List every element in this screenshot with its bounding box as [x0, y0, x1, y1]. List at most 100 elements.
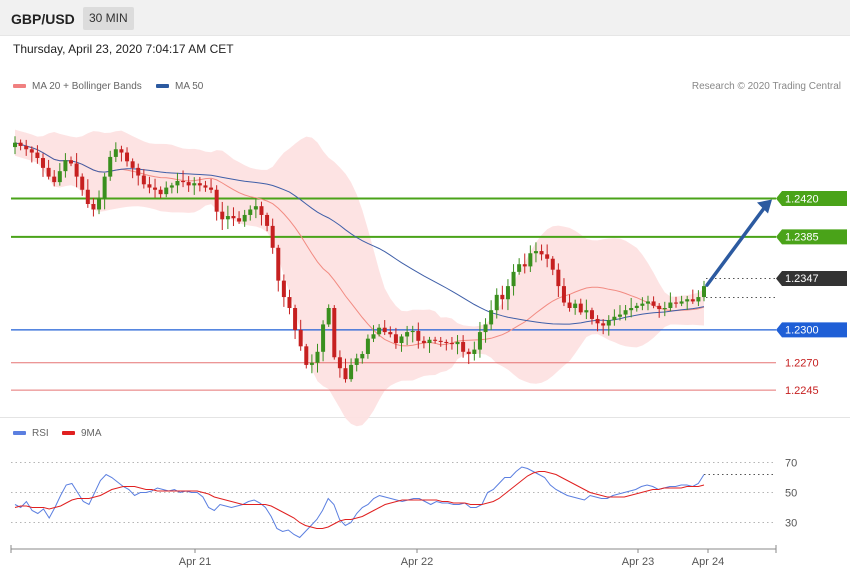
candle-body	[304, 346, 309, 365]
candle-body	[612, 316, 617, 321]
candle-body	[113, 149, 118, 157]
candle-body	[511, 271, 516, 287]
candle-body	[466, 351, 471, 354]
candle-body	[634, 305, 639, 308]
candle-body	[108, 156, 113, 177]
candle-body	[97, 198, 102, 210]
candle-body	[298, 329, 303, 347]
legend-ma20-label: MA 20 + Bollinger Bands	[32, 81, 142, 92]
candle-body	[533, 251, 538, 254]
candle-body	[276, 247, 281, 281]
candle-body	[640, 303, 645, 306]
candle-body	[237, 218, 242, 222]
candle-body	[153, 187, 158, 190]
candle-body	[365, 338, 370, 354]
candle-body	[332, 308, 337, 358]
candle-body	[651, 301, 656, 306]
candle-body	[623, 310, 628, 315]
level-label-bg	[776, 270, 847, 286]
candle-body	[477, 332, 482, 350]
candle-body	[141, 175, 146, 185]
forecast-arrow	[705, 199, 772, 287]
candle-body	[595, 318, 600, 324]
timeframe-button[interactable]: 30 MIN	[83, 7, 134, 30]
candle-body	[455, 341, 460, 345]
ma20-line	[14, 142, 705, 347]
candle-body	[500, 294, 505, 300]
bollinger-band-fill	[15, 129, 704, 427]
x-axis: Apr 21 Apr 22 Apr 23 Apr 24	[10, 545, 777, 568]
candle-body	[371, 334, 376, 339]
candle-body	[427, 339, 432, 344]
candle-body	[13, 142, 17, 148]
candle-body	[265, 214, 270, 226]
candle-body	[136, 167, 141, 176]
level-label: 1.2347	[785, 273, 819, 285]
candle-body	[472, 349, 477, 354]
candle-body	[349, 364, 354, 380]
candle-body	[702, 286, 706, 298]
candle-body	[573, 303, 578, 308]
credit-text: Research © 2020 Trading Central	[691, 81, 841, 92]
candle-body	[444, 341, 449, 344]
candle-body	[662, 308, 667, 310]
rsi-level-label: 30	[785, 518, 797, 530]
candle-body	[601, 323, 606, 326]
level-labels: 1.2420 1.2385 1.2347 1.2300 1.2270 1.2245	[776, 191, 847, 397]
symbol-title: GBP/USD	[11, 11, 75, 27]
candle-body	[192, 183, 197, 186]
candle-body	[690, 299, 695, 302]
candle-body	[169, 185, 174, 188]
candle-body	[57, 171, 62, 183]
legend-ma50-label: MA 50	[175, 81, 204, 92]
panel-separator	[0, 417, 850, 418]
candle-body	[517, 264, 522, 272]
forecast-arrow-shaft	[705, 203, 768, 287]
rsi-9ma-line	[14, 471, 705, 529]
candle-body	[214, 189, 219, 212]
candle-body	[147, 184, 152, 188]
candle-body	[550, 258, 555, 270]
top-bar: GBP/USD 30 MIN	[0, 0, 850, 36]
legend-ma50-swatch	[156, 84, 169, 89]
legend-ma20: MA 20 + Bollinger Bands	[13, 81, 142, 92]
ma50-line	[14, 142, 705, 325]
candle-body	[209, 187, 214, 190]
candle-body	[18, 142, 23, 146]
candle-body	[253, 206, 258, 210]
legend-ma20-swatch	[13, 84, 26, 89]
level-label: 1.2385	[785, 232, 819, 244]
candle-body	[589, 310, 594, 319]
candle-body	[343, 368, 348, 380]
x-tick-label: Apr 24	[692, 556, 724, 568]
candle-body	[360, 353, 365, 359]
candle-body	[410, 330, 415, 333]
candle-body	[259, 206, 264, 215]
level-label: 1.2245	[785, 385, 819, 397]
candle-body	[539, 251, 544, 255]
candle-body	[673, 302, 678, 304]
candle-body	[175, 181, 180, 186]
candle-body	[405, 332, 410, 337]
candle-body	[164, 187, 169, 195]
candle-body	[321, 324, 326, 352]
candle-body	[522, 264, 527, 267]
candle-body	[85, 189, 90, 204]
level-label: 1.2270	[785, 358, 819, 370]
candle-body	[63, 160, 68, 172]
candle-body	[293, 308, 298, 330]
candle-body	[287, 297, 292, 308]
candle-body	[203, 185, 208, 188]
candle-body	[309, 362, 314, 365]
candle-body	[69, 160, 74, 164]
candle-body	[449, 343, 454, 345]
x-tick-label: Apr 22	[401, 556, 433, 568]
candle-body	[578, 303, 583, 313]
legend-rsi-swatch	[13, 431, 26, 436]
candle-body	[528, 253, 533, 267]
candle-body	[102, 176, 107, 199]
candle-body	[91, 204, 96, 210]
candle-body	[377, 327, 382, 335]
level-label-bg	[776, 191, 847, 207]
candle-body	[421, 340, 426, 344]
